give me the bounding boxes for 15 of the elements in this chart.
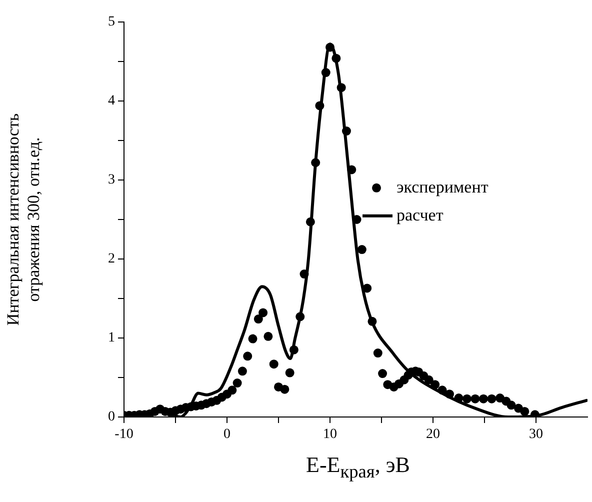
x-tick-label: 30	[529, 427, 543, 442]
x-axis-title: E-E$_{края}$, эВ	[305, 452, 411, 482]
y-tick-label: 3	[108, 172, 115, 188]
y-axis-title: Интегральная интенсивность отражения 300, отн.ед.	[4, 113, 44, 326]
x-tick-label: -10	[114, 427, 134, 442]
x-tick-label: 10	[323, 427, 337, 442]
y-tick-label: 0	[108, 410, 115, 425]
y-tick-label: 1	[108, 330, 115, 346]
y-tick-label: 5	[108, 14, 115, 30]
x-tick-label: 20	[426, 427, 440, 442]
y-tick-label: 4	[108, 94, 115, 109]
legend-label: расчет	[396, 205, 444, 224]
y-tick-label: 2	[108, 252, 115, 267]
legend-label: эксперимент	[396, 177, 489, 196]
x-tick-label: 0	[224, 427, 230, 442]
